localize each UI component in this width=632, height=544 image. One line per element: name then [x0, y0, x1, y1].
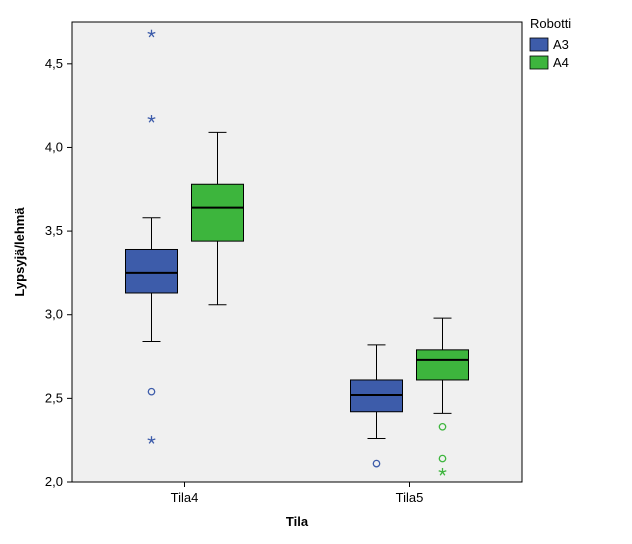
- y-tick-label: 3,5: [45, 223, 63, 238]
- y-tick-label: 4,5: [45, 56, 63, 71]
- box-Tila4-A3: [126, 249, 178, 292]
- boxplot-chart: 2,0 2,5 3,0 3,5 4,0 4,5 Lypsyjä/lehmä Tila4 Tila…: [0, 0, 632, 544]
- box-Tila4-A4: [192, 184, 244, 241]
- y-tick-label: 3,0: [45, 307, 63, 322]
- x-axis-title: Tila: [286, 514, 309, 529]
- legend-swatch: [530, 56, 548, 69]
- legend-title: Robotti: [530, 16, 571, 31]
- y-tick-label: 4,0: [45, 139, 63, 154]
- legend: Robotti A3 A4: [530, 16, 571, 70]
- legend-label: A3: [553, 37, 569, 52]
- x-tick-label: Tila5: [396, 490, 424, 505]
- x-tick-label: Tila4: [171, 490, 199, 505]
- legend-swatch: [530, 38, 548, 51]
- y-axis-title: Lypsyjä/lehmä: [12, 207, 27, 297]
- y-tick-label: 2,0: [45, 474, 63, 489]
- chart-container: 2,0 2,5 3,0 3,5 4,0 4,5 Lypsyjä/lehmä Tila4 Tila…: [0, 0, 632, 544]
- y-tick-label: 2,5: [45, 390, 63, 405]
- legend-label: A4: [553, 55, 569, 70]
- box-Tila5-A4: [417, 350, 469, 380]
